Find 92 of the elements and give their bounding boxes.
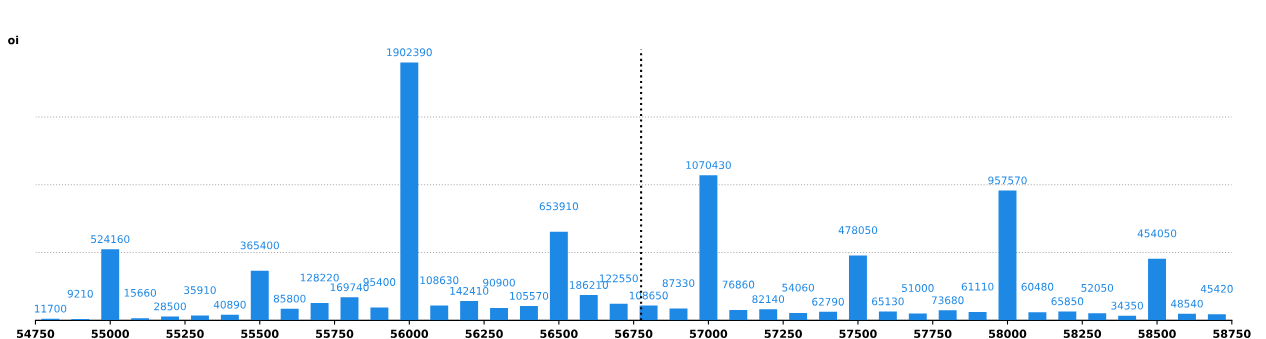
data-label: 11700 bbox=[34, 304, 67, 313]
bar bbox=[190, 315, 209, 321]
data-label: 65130 bbox=[872, 297, 904, 306]
bar bbox=[1207, 314, 1226, 321]
bar bbox=[490, 308, 509, 321]
data-label: 52050 bbox=[1081, 283, 1114, 292]
x-tick-label: 57000 bbox=[689, 329, 728, 338]
bar bbox=[280, 308, 299, 321]
data-label: 653910 bbox=[539, 202, 579, 211]
data-label: 9210 bbox=[67, 289, 93, 298]
bar bbox=[878, 311, 897, 321]
x-tick-label: 57750 bbox=[914, 329, 952, 338]
x-tick-label: 56750 bbox=[615, 329, 653, 338]
x-tick-label: 57500 bbox=[839, 329, 877, 338]
x-tick-label: 54750 bbox=[16, 329, 55, 338]
x-tick-label: 55250 bbox=[166, 329, 204, 338]
bar bbox=[639, 305, 658, 321]
bar bbox=[1148, 258, 1167, 321]
data-label: 478050 bbox=[838, 226, 878, 235]
x-tick-label: 55750 bbox=[316, 329, 354, 338]
bar bbox=[370, 307, 389, 321]
bar bbox=[699, 175, 718, 321]
x-tick-label: 57250 bbox=[764, 329, 802, 338]
data-label: 61110 bbox=[961, 282, 994, 291]
x-tick-label: 55500 bbox=[241, 329, 279, 338]
data-label: 51000 bbox=[902, 284, 934, 292]
data-label: 957570 bbox=[988, 176, 1027, 185]
data-label: 45420 bbox=[1200, 284, 1233, 293]
x-tick-label: 55000 bbox=[91, 329, 130, 338]
bar bbox=[938, 310, 957, 321]
bar bbox=[848, 255, 867, 321]
bar bbox=[908, 313, 927, 321]
data-label: 128220 bbox=[300, 273, 339, 282]
data-label: 105570 bbox=[510, 291, 549, 300]
bar bbox=[519, 306, 538, 321]
bar bbox=[161, 316, 180, 321]
bar bbox=[998, 190, 1017, 321]
bar bbox=[1177, 313, 1196, 321]
bar bbox=[729, 309, 748, 321]
x-tick-label: 56000 bbox=[390, 329, 429, 338]
data-label: 454050 bbox=[1137, 229, 1177, 238]
x-tick-label: 56250 bbox=[465, 329, 503, 338]
bar bbox=[250, 270, 269, 321]
data-label: 28500 bbox=[154, 302, 186, 311]
bar bbox=[789, 313, 808, 321]
data-label: 65850 bbox=[1051, 297, 1084, 306]
x-tick-label: 56500 bbox=[540, 329, 578, 338]
x-tick-label: 58000 bbox=[989, 329, 1027, 338]
bar bbox=[400, 62, 419, 321]
x-tick-label: 58250 bbox=[1063, 329, 1102, 338]
data-label: 48540 bbox=[1170, 299, 1203, 308]
data-label: 76860 bbox=[722, 280, 755, 289]
x-tick-label: 58750 bbox=[1213, 329, 1251, 338]
data-label: 122550 bbox=[599, 274, 638, 283]
data-label: 108650 bbox=[629, 291, 668, 300]
data-label: 186210 bbox=[570, 281, 608, 289]
bar bbox=[430, 305, 449, 321]
data-label: 142410 bbox=[450, 286, 489, 295]
data-label: 85800 bbox=[273, 294, 306, 303]
data-label: 524160 bbox=[91, 235, 130, 244]
data-label: 82140 bbox=[752, 295, 785, 304]
data-label: 87330 bbox=[662, 279, 695, 288]
bar bbox=[549, 231, 568, 321]
bar bbox=[101, 249, 120, 321]
bar bbox=[340, 297, 359, 321]
bar bbox=[460, 301, 479, 321]
y-axis-title: oi bbox=[8, 35, 19, 45]
bar bbox=[1028, 312, 1047, 321]
data-label: 40890 bbox=[213, 300, 246, 309]
data-label: 73680 bbox=[931, 296, 964, 305]
data-label: 15660 bbox=[124, 288, 157, 297]
bar bbox=[579, 295, 598, 321]
data-label: 62790 bbox=[812, 297, 844, 306]
bar bbox=[310, 302, 329, 321]
data-label: 54060 bbox=[782, 283, 815, 292]
data-label: 34350 bbox=[1111, 301, 1144, 310]
x-tick-label: 58500 bbox=[1138, 329, 1176, 338]
data-label: 108630 bbox=[420, 276, 459, 285]
data-label: 1902390 bbox=[387, 48, 432, 57]
bar bbox=[759, 309, 778, 321]
bar bbox=[220, 314, 239, 321]
bar bbox=[819, 311, 838, 321]
data-label: 60480 bbox=[1021, 282, 1054, 291]
bar bbox=[609, 303, 628, 321]
bar bbox=[968, 312, 987, 321]
bar bbox=[1058, 311, 1077, 321]
bar bbox=[131, 318, 150, 321]
bar bbox=[1088, 313, 1107, 321]
data-label: 35910 bbox=[184, 286, 216, 295]
data-label: 365400 bbox=[240, 241, 279, 250]
data-label: 90900 bbox=[483, 278, 515, 287]
data-label: 1070430 bbox=[686, 161, 731, 170]
